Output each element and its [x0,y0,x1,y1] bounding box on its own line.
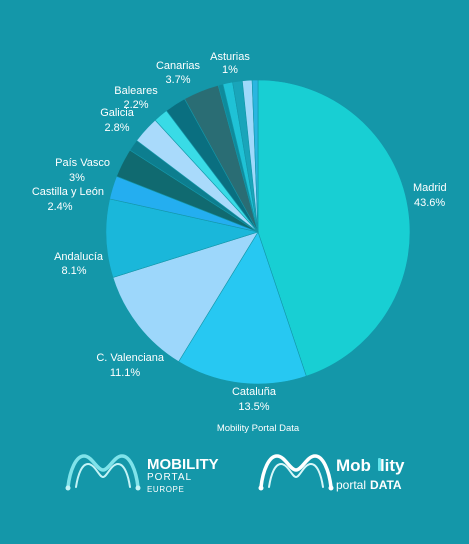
label-paisvasco-value: 3% [69,172,85,184]
label-cataluna-name: Cataluña [232,386,277,398]
label-madrid-name: Madrid [413,182,447,194]
label-baleares-name: Baleares [114,85,158,97]
slice-labels: Madrid 43.6% Cataluña 13.5% C. Valencian… [32,51,447,413]
logo-right-lity: lity [380,456,405,475]
mobility-portal-europe-logo: MOBILITY PORTAL EUROPE [65,454,219,494]
label-andalucia-name: Andalucía [54,251,104,263]
label-andalucia-value: 8.1% [61,265,86,277]
mobility-portal-data-logo: Mob lity portal DATA [258,454,405,492]
chart-source: Mobility Portal Data [217,423,300,434]
logo-right-line1: Mob lity [336,456,405,475]
pie-slice-c-valenciana [112,231,259,363]
pie-slice-unlabeled-15 [251,79,259,233]
logo-right-line2: portal DATA [336,478,402,492]
logo-right-portal: portal [336,478,366,492]
label-asturias-value: 1% [222,64,238,76]
pie-slice-cataluna [178,231,307,385]
label-canarias-value: 3.7% [165,74,190,86]
logo-left-line3: EUROPE [147,485,184,494]
pie-slices [105,79,411,385]
logo-left-line1: MOBILITY [147,456,219,473]
label-asturias-name: Asturias [210,51,250,63]
label-castilla-value: 2.4% [47,201,72,213]
label-paisvasco-name: País Vasco [55,157,110,169]
label-galicia-name: Galicia [100,107,135,119]
label-madrid-value: 43.6% [414,197,445,209]
label-canarias-name: Canarias [156,60,201,72]
label-castilla-name: Castilla y León [32,186,104,198]
mobility-data-m-icon [258,454,334,491]
label-cvalenciana-value: 11.1% [110,367,141,379]
label-cvalenciana-name: C. Valenciana [96,352,165,364]
logo-right-mob: Mob [336,456,371,475]
logo-right-data: DATA [370,478,402,492]
label-cataluna-value: 13.5% [238,401,269,413]
label-baleares-value: 2.2% [123,99,148,111]
mobility-m-icon [65,454,141,491]
pie-slice-madrid [257,79,411,377]
logo-right-i-bar [378,458,381,471]
logo-left-line2: PORTAL [147,472,192,483]
label-galicia-value: 2.8% [104,122,129,134]
